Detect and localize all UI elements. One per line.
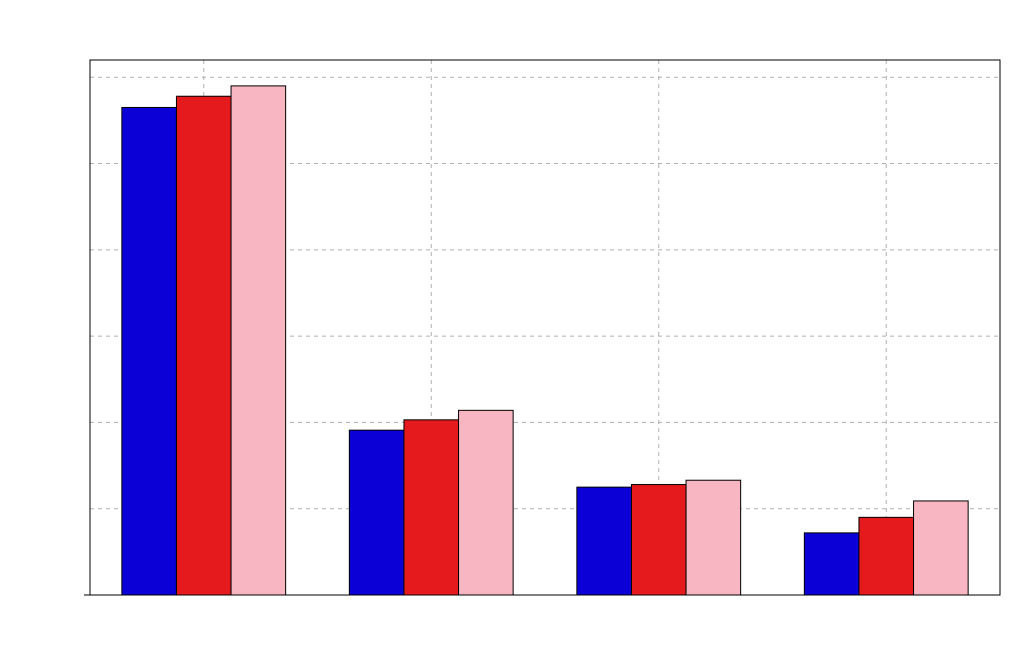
bar-männer: [859, 517, 914, 595]
bar-männer: [631, 485, 686, 595]
bar-insgesamt: [804, 533, 859, 595]
bar-frauen: [914, 501, 969, 595]
bar-chart: [0, 0, 1024, 669]
bar-insgesamt: [349, 430, 404, 595]
bar-insgesamt: [577, 487, 632, 595]
bar-frauen: [459, 410, 514, 595]
bar-frauen: [686, 480, 741, 595]
bar-männer: [176, 96, 231, 595]
chart-container: [0, 0, 1024, 669]
bar-insgesamt: [122, 107, 177, 595]
bar-frauen: [231, 86, 286, 595]
bar-männer: [404, 420, 459, 595]
